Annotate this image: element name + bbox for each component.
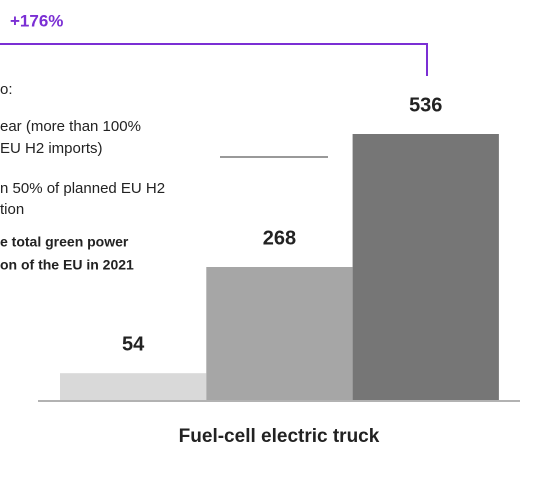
growth-label: +176%: [10, 11, 63, 30]
annotation-bold-line: e total green power: [0, 234, 129, 250]
annotation-line: o:: [0, 81, 13, 98]
bar: [60, 373, 207, 400]
annotation-line: ear (more than 100%: [0, 118, 141, 135]
bar: [352, 134, 499, 400]
value-label: 54: [122, 333, 145, 355]
bar: [206, 267, 353, 400]
value-label: 268: [263, 227, 296, 249]
annotation-line: n 50% of planned EU H2: [0, 180, 165, 197]
x-label: Fuel-cell electric truck: [179, 426, 380, 447]
value-label: 536: [409, 94, 442, 116]
annotation-line: EU H2 imports): [0, 140, 103, 157]
annotation-bold-line: on of the EU in 2021: [0, 257, 134, 273]
annotation-line: tion: [0, 201, 24, 218]
growth-bracket: [0, 43, 428, 76]
